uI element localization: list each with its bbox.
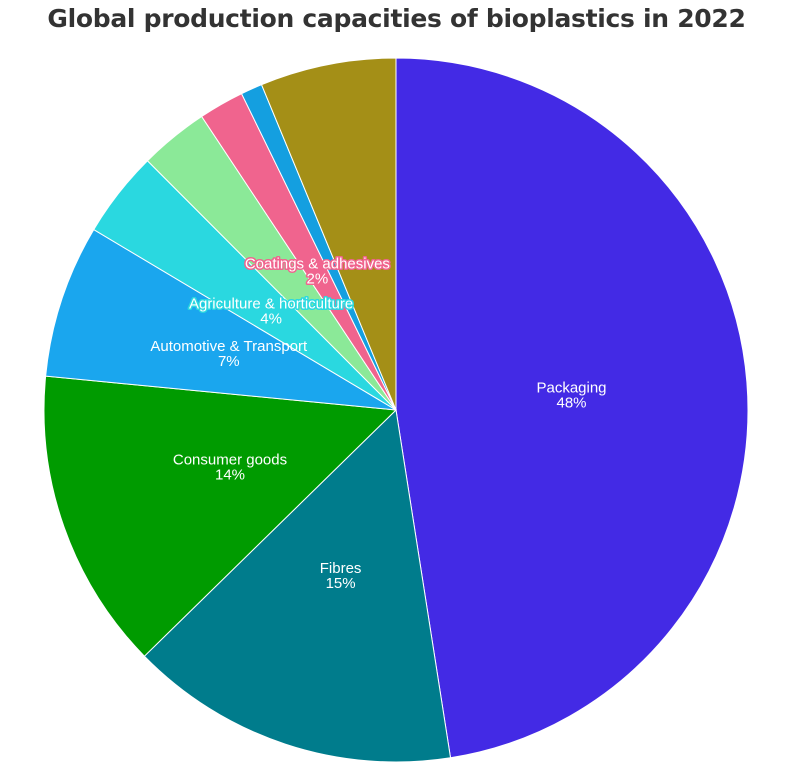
chart-title: Global production capacities of bioplast… [47,4,746,33]
slice-percent-automotive-and-transport: 7% [218,353,240,370]
slice-percent-agriculture-and-horticulture: 4% [260,311,282,328]
pie-slice-unlabeled-8 [260,57,397,411]
slice-percent-consumer-goods: 14% [215,467,245,484]
slice-label-fibres: Fibres [320,560,362,577]
pie-slice-consumer-goods [43,375,398,657]
pie-slice-automotive-and-transport [45,228,397,411]
slice-label-consumer-goods: Consumer goods [173,452,287,469]
pie-slice-packaging [395,57,749,759]
pie-slices [43,57,749,763]
slice-percent-packaging: 48% [556,394,586,411]
slice-percent-coatings-and-adhesives: 2% [307,271,329,288]
slice-percent-fibres: 15% [326,575,356,592]
slice-label-coatings-and-adhesives: Coatings & adhesives [245,256,390,273]
pie-slice-fibres [143,408,452,763]
slice-label-agriculture-and-horticulture: Agriculture & horticulture [189,296,353,313]
slice-label-packaging: Packaging [536,379,606,396]
slice-label-automotive-and-transport: Automotive & Transport [150,338,308,355]
